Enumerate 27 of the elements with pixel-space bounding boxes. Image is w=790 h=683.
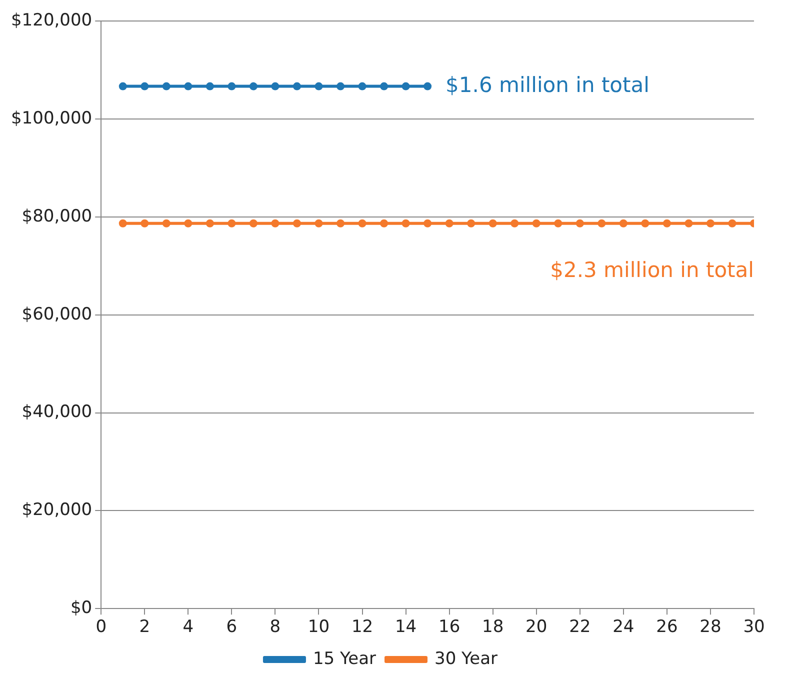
x-tick-label: 28 — [700, 617, 722, 638]
y-tick-label: $80,000 — [22, 206, 92, 226]
x-tick-label: 14 — [394, 617, 417, 638]
x-tick-label: 2 — [139, 617, 150, 638]
x-tick-label: 30 — [743, 617, 765, 638]
y-tick-label: $100,000 — [10, 108, 92, 129]
x-tick-label: 8 — [270, 617, 281, 638]
y-tick-label: $40,000 — [22, 402, 92, 422]
x-tick-label: 4 — [182, 617, 194, 638]
y-tick-label: $120,000 — [10, 10, 92, 31]
y-tick-label: $0 — [70, 598, 92, 618]
y-tick-label: $20,000 — [22, 500, 92, 520]
x-tick-label: 24 — [612, 617, 634, 638]
legend-label: 30 Year — [434, 648, 498, 669]
legend-label: 15 Year — [312, 648, 376, 669]
x-tick-label: 6 — [226, 617, 238, 638]
x-tick-label: 12 — [351, 617, 374, 638]
x-tick-label: 20 — [526, 617, 548, 638]
x-tick-label: 10 — [308, 617, 330, 638]
x-tick-label: 26 — [656, 617, 678, 638]
annotation: $1.6 million in total — [446, 72, 650, 97]
y-tick-label: $60,000 — [22, 304, 92, 324]
x-tick-label: 16 — [438, 617, 460, 638]
annotation: $2.3 million in total — [550, 258, 754, 282]
x-tick-label: 22 — [569, 617, 591, 638]
x-tick-label: 0 — [96, 617, 107, 638]
x-tick-label: 18 — [482, 617, 504, 638]
